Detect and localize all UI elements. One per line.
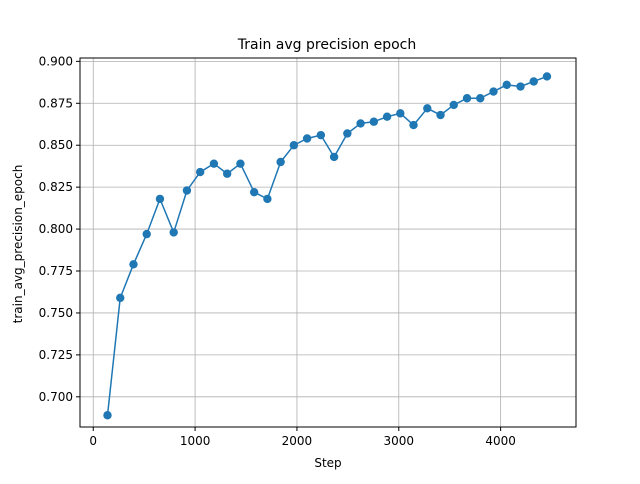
series-line bbox=[106, 75, 548, 416]
data-point bbox=[129, 260, 138, 269]
data-point bbox=[222, 169, 232, 178]
grid-layer bbox=[80, 58, 576, 427]
data-point bbox=[236, 159, 245, 168]
data-point bbox=[302, 134, 312, 143]
y-tick-label: 0.900 bbox=[39, 54, 73, 68]
data-point bbox=[542, 72, 552, 81]
data-point bbox=[436, 110, 445, 120]
series-layer bbox=[103, 72, 552, 420]
data-point bbox=[449, 100, 458, 110]
x-axis-label: Step bbox=[314, 456, 341, 470]
data-point bbox=[195, 167, 205, 177]
data-point bbox=[343, 129, 352, 138]
data-point bbox=[409, 120, 418, 130]
y-tick-label: 0.825 bbox=[39, 180, 73, 194]
data-point bbox=[142, 229, 151, 239]
data-point bbox=[169, 228, 178, 237]
x-tick-label: 4000 bbox=[485, 434, 516, 448]
chart-title: Train avg precision epoch bbox=[237, 37, 417, 53]
data-point bbox=[502, 80, 511, 90]
y-tick-label: 0.750 bbox=[39, 306, 73, 320]
data-point bbox=[116, 293, 125, 303]
data-point bbox=[329, 152, 339, 162]
plot-frame bbox=[79, 57, 577, 428]
data-point bbox=[103, 411, 112, 420]
data-point bbox=[155, 194, 165, 204]
data-point bbox=[316, 130, 326, 140]
data-point bbox=[276, 157, 285, 167]
x-tick-label: 1000 bbox=[180, 434, 211, 448]
data-point bbox=[369, 117, 379, 126]
data-point bbox=[516, 82, 525, 91]
x-tick-label: 0 bbox=[89, 434, 97, 448]
y-tick-label: 0.800 bbox=[39, 222, 73, 236]
y-tick-label: 0.875 bbox=[39, 96, 73, 110]
x-tick-label: 2000 bbox=[282, 434, 313, 448]
data-point bbox=[476, 94, 485, 103]
data-point bbox=[423, 104, 432, 113]
data-point bbox=[382, 112, 392, 121]
data-point bbox=[209, 159, 219, 168]
data-point bbox=[396, 109, 405, 118]
data-point bbox=[249, 187, 259, 197]
data-point bbox=[263, 194, 272, 204]
data-point bbox=[356, 119, 365, 128]
data-point bbox=[182, 186, 192, 195]
x-tick-label: 3000 bbox=[384, 434, 415, 448]
y-tick-label: 0.700 bbox=[39, 390, 73, 404]
data-point bbox=[462, 94, 472, 103]
y-tick-label: 0.850 bbox=[39, 138, 73, 152]
data-point bbox=[489, 87, 498, 96]
y-tick-label: 0.725 bbox=[39, 348, 73, 362]
y-axis-label: train_avg_precision_epoch bbox=[11, 165, 25, 324]
tick-layer: 0 1000 2000 3000 4000 0.700 0.725 0.750 0.775 0.8… bbox=[39, 54, 516, 448]
data-point bbox=[529, 77, 538, 86]
data-point bbox=[289, 141, 299, 150]
y-tick-label: 0.775 bbox=[39, 264, 73, 278]
